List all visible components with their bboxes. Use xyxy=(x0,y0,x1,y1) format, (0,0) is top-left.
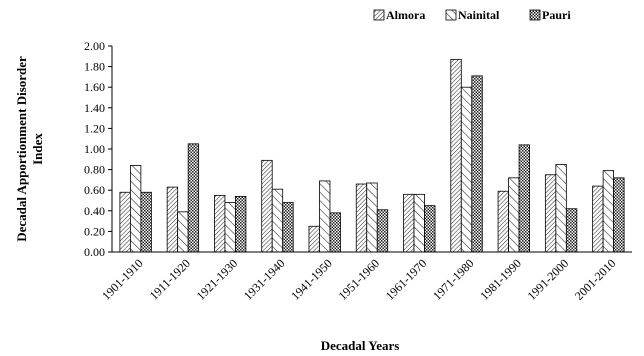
bar-pauri-1981-1990 xyxy=(518,144,530,253)
bar-nainital-1941-1950 xyxy=(319,180,331,253)
bar-pauri-2001-2010 xyxy=(613,177,625,253)
y-tick-label: 2.00 xyxy=(84,39,105,53)
y-tick-label: 0.80 xyxy=(84,163,105,177)
bar-nainital-1981-1990 xyxy=(508,177,520,253)
y-tick-label: 1.60 xyxy=(84,80,105,94)
x-tick-label: 1971-1980 xyxy=(430,256,477,303)
legend-label-almora: Almora xyxy=(386,8,425,22)
bar-pauri-1931-1940 xyxy=(282,202,294,253)
bar-almora-1981-1990 xyxy=(497,190,509,253)
bars xyxy=(119,58,625,253)
bar-almora-1971-1980 xyxy=(450,58,462,253)
bar-pauri-1921-1930 xyxy=(235,195,247,253)
bar-pauri-1991-2000 xyxy=(565,208,578,253)
bar-almora-1911-1920 xyxy=(166,186,179,253)
bar-pauri-1911-1920 xyxy=(187,143,200,253)
bar-nainital-1931-1940 xyxy=(271,188,284,253)
bar-pauri-1901-1910 xyxy=(140,191,152,253)
bar-pauri-1941-1950 xyxy=(329,212,341,253)
bar-nainital-1901-1910 xyxy=(129,165,142,253)
y-axis-ticks: 0.00 0.20 0.40 0.60 0.80 1.00 1.20 1.40 1.60 1.80… xyxy=(84,39,112,259)
x-tick-label: 1921-1930 xyxy=(194,256,241,303)
axes xyxy=(111,46,632,253)
y-tick-label: 1.00 xyxy=(84,142,105,156)
x-tick-label: 2001-2010 xyxy=(572,256,619,303)
bar-nainital-1971-1980 xyxy=(460,86,473,253)
legend-swatch-almora xyxy=(373,9,385,21)
x-tick-label: 1941-1950 xyxy=(288,256,335,303)
x-tick-label: 1981-1990 xyxy=(477,256,524,303)
y-tick-label: 0.00 xyxy=(84,245,105,259)
y-tick-label: 0.20 xyxy=(84,224,105,238)
legend-swatch-pauri xyxy=(529,9,541,21)
x-axis-ticks: 1901-1910 1911-1920 1921-1930 1931-1940 1941… xyxy=(99,256,618,303)
y-tick-label: 1.20 xyxy=(84,121,105,135)
bar-almora-1931-1940 xyxy=(261,159,273,253)
y-axis-title: Decadal Apportionment Disorder Index xyxy=(14,56,45,242)
x-tick-label: 1911-1920 xyxy=(147,256,193,302)
y-tick-label: 0.40 xyxy=(84,204,105,218)
bar-nainital-1991-2000 xyxy=(555,164,567,253)
bar-pauri-1961-1970 xyxy=(424,205,436,253)
y-axis-title-line: Decadal Apportionment Disorder xyxy=(14,56,29,242)
bar-almora-1991-2000 xyxy=(544,174,557,253)
bar-pauri-1951-1960 xyxy=(376,209,389,253)
x-tick-label: 1901-1910 xyxy=(99,256,146,303)
bar-pauri-1971-1980 xyxy=(471,75,483,253)
legend-label-nainital: Nainital xyxy=(458,8,500,22)
bar-almora-2001-2010 xyxy=(592,185,604,253)
bar-almora-1901-1910 xyxy=(119,191,131,253)
x-tick-label: 1931-1940 xyxy=(241,256,288,303)
bar-almora-1961-1970 xyxy=(403,193,415,253)
bar-nainital-2001-2010 xyxy=(602,170,615,253)
y-axis-title-line: Index xyxy=(30,133,45,165)
x-axis-title: Decadal Years xyxy=(321,338,400,353)
bar-nainital-1921-1930 xyxy=(224,202,236,253)
y-tick-label: 1.40 xyxy=(84,101,105,115)
x-tick-label: 1991-2000 xyxy=(525,256,572,303)
y-tick-label: 0.60 xyxy=(84,183,105,197)
bar-almora-1941-1950 xyxy=(308,225,320,253)
x-tick-label: 1961-1970 xyxy=(383,256,430,303)
legend-label-pauri: Pauri xyxy=(542,8,571,22)
legend-swatch-nainital xyxy=(445,9,457,21)
bar-nainital-1951-1960 xyxy=(366,182,378,253)
legend: Almora Nainital Pauri xyxy=(373,8,571,22)
bar-almora-1921-1930 xyxy=(214,194,226,253)
bar-nainital-1961-1970 xyxy=(413,193,425,253)
bar-nainital-1911-1920 xyxy=(177,211,189,253)
y-tick-label: 1.80 xyxy=(84,60,105,74)
x-tick-label: 1951-1960 xyxy=(335,256,382,303)
bar-almora-1951-1960 xyxy=(355,183,368,253)
